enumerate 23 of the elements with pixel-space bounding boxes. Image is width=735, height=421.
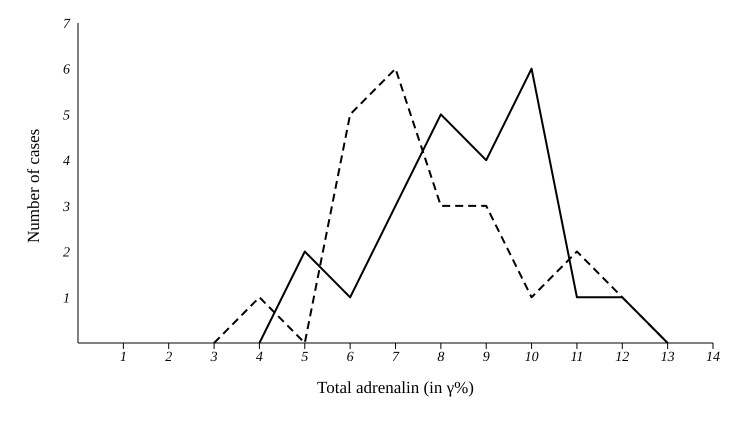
x-tick-label: 6 [346,350,354,365]
x-tick-label: 5 [301,350,308,365]
x-tick-label: 7 [392,350,400,365]
x-tick-label: 14 [706,350,720,365]
x-tick-label: 3 [210,350,218,365]
y-tick-label: 7 [63,16,71,32]
y-tick-label: 1 [63,291,70,306]
x-tick-label: 1 [120,350,127,365]
y-tick-label: 6 [63,62,70,78]
y-axis-title: Number of cases [24,128,44,243]
x-tick-label: 4 [256,350,263,365]
y-tick-label: 3 [62,200,70,215]
y-tick-label: 2 [63,246,70,261]
x-tick-label: 11 [570,350,584,365]
y-tick-label: 5 [63,108,70,124]
x-tick-label: 10 [524,350,539,365]
x-tick-label: 12 [615,350,630,365]
x-axis-title: Total adrenalin (in γ%) [317,378,474,397]
x-tick-label: 8 [437,350,444,365]
y-tick-label: 4 [63,154,70,170]
x-tick-label: 9 [482,350,490,365]
x-tick-label: 2 [165,350,172,365]
x-tick-label: 13 [660,350,675,365]
